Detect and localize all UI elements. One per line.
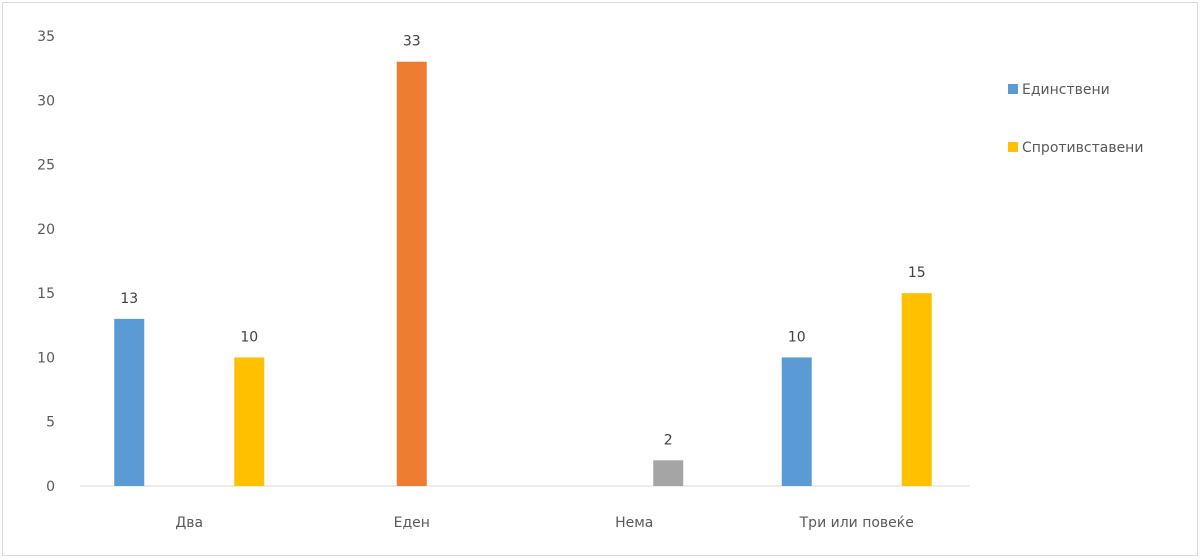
y-tick-label: 35 bbox=[37, 29, 55, 45]
x-tick-label: Два bbox=[175, 515, 203, 531]
bar bbox=[114, 318, 145, 486]
legend-swatch bbox=[1008, 142, 1018, 152]
bar bbox=[781, 357, 812, 486]
y-tick-label: 15 bbox=[37, 286, 55, 302]
y-tick-label: 30 bbox=[37, 93, 55, 109]
data-label: 10 bbox=[240, 329, 258, 345]
x-axis-ticks: Два Еден Нема Три или повеќе bbox=[175, 515, 914, 531]
data-label: 15 bbox=[908, 265, 926, 281]
bar bbox=[234, 357, 265, 486]
x-tick-label: Нема bbox=[615, 515, 653, 531]
x-tick-label: Еден bbox=[394, 515, 430, 531]
y-axis-ticks: 0 5 10 15 20 25 30 35 bbox=[37, 29, 55, 495]
legend: Единствени Спротивставени bbox=[1008, 82, 1143, 156]
x-tick-label: Три или повеќе bbox=[799, 515, 914, 531]
bar bbox=[396, 61, 427, 486]
data-label: 13 bbox=[120, 291, 138, 307]
legend-swatch bbox=[1008, 84, 1018, 94]
legend-label: Единствени bbox=[1022, 82, 1110, 98]
bar bbox=[901, 293, 932, 486]
bar bbox=[653, 460, 684, 486]
data-label: 33 bbox=[403, 34, 421, 50]
y-tick-label: 0 bbox=[46, 479, 55, 495]
y-tick-label: 10 bbox=[37, 350, 55, 366]
data-label: 2 bbox=[664, 432, 673, 448]
bars-group bbox=[114, 61, 932, 486]
legend-label: Спротивставени bbox=[1022, 140, 1143, 156]
y-tick-label: 25 bbox=[37, 158, 55, 174]
data-label: 10 bbox=[788, 329, 806, 345]
data-labels-group: 13 10 33 2 10 15 bbox=[120, 34, 925, 449]
y-tick-label: 20 bbox=[37, 222, 55, 238]
y-tick-label: 5 bbox=[46, 415, 55, 431]
